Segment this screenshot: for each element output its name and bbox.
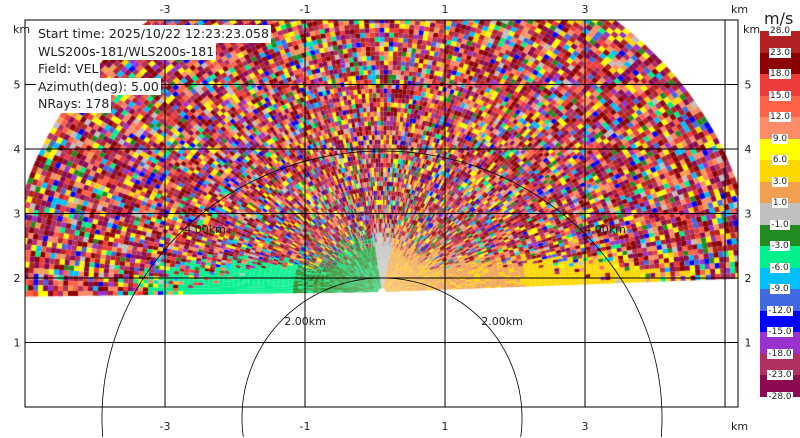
colorbar-segment	[760, 31, 800, 54]
nrays: NRays: 178	[36, 95, 112, 113]
instrument-name: WLS200s-181/WLS200s-181	[36, 42, 217, 60]
colorbar-segment	[760, 267, 800, 290]
colorbar-label: -6.0	[760, 262, 800, 273]
y-tick-left: 5	[14, 79, 21, 92]
colorbar-segment	[760, 224, 800, 247]
colorbar-segment	[760, 160, 800, 183]
colorbar-segment	[760, 52, 800, 75]
azimuth: Azimuth(deg): 5.00	[36, 77, 161, 95]
colorbar-label: -18.0	[760, 348, 800, 359]
colorbar-label-text: -6.0	[770, 262, 790, 273]
colorbar-segment	[760, 289, 800, 312]
colorbar-label: 1.0	[760, 198, 800, 209]
colorbar-unit: m/s	[764, 9, 794, 28]
colorbar-label-text: -23.0	[767, 370, 793, 381]
colorbar-label: 18.0	[760, 69, 800, 80]
colorbar-label-text: 6.0	[771, 155, 789, 166]
x-unit-top: km	[731, 3, 748, 16]
start-time: Start time: 2025/10/22 12:23:23.058	[36, 25, 271, 43]
x-tick-bottom: -1	[300, 420, 311, 433]
colorbar-label: 15.0	[760, 90, 800, 101]
scan-info: Start time: 2025/10/22 12:23:23.058 WLS2…	[36, 25, 271, 113]
y-unit-right: km	[743, 23, 760, 36]
range-ring	[101, 150, 663, 438]
colorbar-segment	[760, 203, 800, 226]
range-ring-label: 2.00km	[284, 315, 326, 328]
y-unit-left: km	[13, 23, 30, 36]
colorbar-segment	[760, 95, 800, 118]
x-tick-top: 1	[442, 3, 449, 16]
x-unit-bottom: km	[731, 420, 748, 433]
colorbar-label: 28.0	[760, 26, 800, 36]
colorbar-label-text: 18.0	[768, 69, 792, 80]
y-tick-right: 4	[745, 143, 752, 156]
colorbar-label-text: 1.0	[771, 198, 789, 209]
colorbar-label: 9.0	[760, 133, 800, 144]
x-tick-top: -3	[160, 3, 171, 16]
colorbar-label: 3.0	[760, 176, 800, 187]
colorbar-label-text: -1.0	[770, 219, 790, 230]
plot-frame	[24, 19, 739, 408]
colorbar-label-text: 12.0	[768, 112, 792, 123]
colorbar-label: -1.0	[760, 219, 800, 230]
range-ring-label: 4.00km	[584, 223, 626, 236]
colorbar-label: -28.0	[760, 392, 800, 402]
colorbar-label: 12.0	[760, 112, 800, 123]
y-tick-left: 4	[14, 143, 21, 156]
colorbar-label-text: 3.0	[771, 176, 789, 187]
colorbar-label-text: 23.0	[768, 47, 792, 58]
x-tick-top: -1	[300, 3, 311, 16]
y-tick-right: 2	[745, 272, 752, 285]
colorbar-segment	[760, 181, 800, 204]
colorbar-label: -12.0	[760, 305, 800, 316]
y-tick-right: 1	[745, 337, 752, 350]
y-tick-right: 3	[745, 208, 752, 221]
range-ring	[241, 277, 523, 438]
colorbar-label-text: 15.0	[768, 90, 792, 101]
colorbar-label-text: 9.0	[771, 133, 789, 144]
colorbar-label-text: 28.0	[768, 26, 792, 36]
colorbar-segment	[760, 310, 800, 333]
colorbar-label-text: -3.0	[770, 241, 790, 252]
tick-labels: -3 -3 -1 -1 1 1 3 3 1 1 2 2 3 3 4 4 5 5	[14, 3, 752, 433]
range-rings: 2.00km 2.00km 4.00km 4.00km	[101, 150, 663, 438]
y-tick-left: 1	[14, 337, 21, 350]
grid-lines	[25, 20, 738, 407]
colorbar-segment	[760, 74, 800, 97]
colorbar-segment	[760, 375, 800, 398]
field-name: Field: VEL	[36, 60, 101, 78]
x-tick-top: 3	[582, 3, 589, 16]
colorbar-segment	[760, 246, 800, 269]
colorbar-label-text: -9.0	[770, 284, 790, 295]
colorbar-label-text: -15.0	[767, 327, 793, 338]
x-tick-bottom: 3	[582, 420, 589, 433]
colorbar: 28.0 23.0 18.0 15.0 12.0 9.0 6.0 3.0 1.0 -1.0 -3.0…	[760, 26, 800, 402]
y-tick-left: 2	[14, 272, 21, 285]
colorbar-segment	[760, 332, 800, 355]
range-ring-label: 2.00km	[481, 315, 523, 328]
colorbar-label: -9.0	[760, 284, 800, 295]
colorbar-label-text: -12.0	[767, 305, 793, 316]
colorbar-label-text: -18.0	[767, 348, 793, 359]
y-tick-right: 5	[745, 79, 752, 92]
colorbar-segment	[760, 353, 800, 376]
colorbar-segment	[760, 138, 800, 161]
colorbar-segment	[760, 117, 800, 140]
x-tick-bottom: 1	[442, 420, 449, 433]
x-tick-bottom: -3	[160, 420, 171, 433]
colorbar-label: -15.0	[760, 327, 800, 338]
colorbar-label: -23.0	[760, 370, 800, 381]
colorbar-label: 23.0	[760, 47, 800, 58]
colorbar-label-text: -28.0	[767, 392, 793, 402]
colorbar-label: -3.0	[760, 241, 800, 252]
y-tick-left: 3	[14, 208, 21, 221]
range-ring-label: 4.00km	[184, 223, 226, 236]
colorbar-label: 6.0	[760, 155, 800, 166]
